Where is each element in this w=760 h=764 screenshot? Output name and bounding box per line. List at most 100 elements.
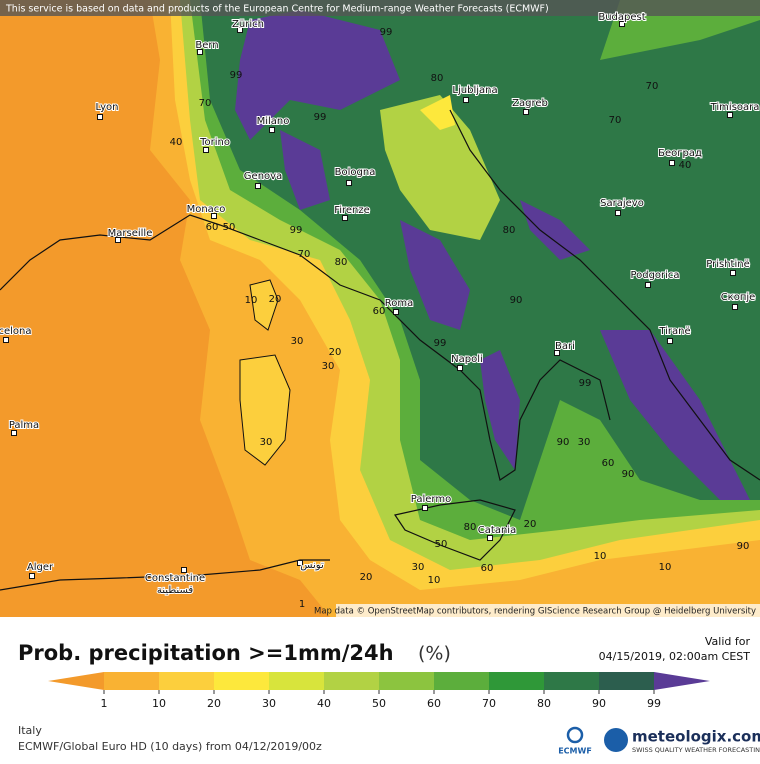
colorbar-high <box>654 672 710 690</box>
model-run: ECMWF/Global Euro HD (10 days) from 04/1… <box>18 740 322 753</box>
attribution-bg <box>336 604 760 617</box>
zone <box>280 130 330 210</box>
colorbar-tick-label: 80 <box>537 697 551 710</box>
contour-label: 99 <box>230 70 243 81</box>
legend-title: Prob. precipitation >=1mm/24h <box>18 641 394 665</box>
contour-label: 90 <box>622 469 635 480</box>
city-dot <box>615 210 621 216</box>
contour-label: 90 <box>737 541 750 552</box>
valid-time: 04/15/2019, 02:00am CEST <box>599 650 751 663</box>
colorbar-segment <box>104 672 160 690</box>
contour-label: 20 <box>360 572 373 583</box>
island-sicily <box>394 499 516 561</box>
city-dot <box>297 560 303 566</box>
brand-logo <box>604 728 628 752</box>
colorbar-tick-label: 1 <box>101 697 108 710</box>
city-label: Ljubljana <box>452 85 497 96</box>
contour-label: 70 <box>199 98 212 109</box>
city-dot <box>115 237 121 243</box>
city-dot <box>554 350 560 356</box>
zone <box>200 0 760 520</box>
city-label: Monaco <box>187 204 226 215</box>
contour-label: 99 <box>579 378 592 389</box>
contour-label: 60 <box>206 222 219 233</box>
city-label: Tiranë <box>658 326 690 337</box>
contour-label: 70 <box>609 115 622 126</box>
zone <box>480 350 520 470</box>
zone <box>600 330 750 500</box>
city-label: Prishtinë <box>706 259 749 270</box>
city-dot <box>3 337 9 343</box>
city-label: Palma <box>9 420 39 431</box>
city-dot <box>645 282 651 288</box>
city-label: Budapest <box>598 12 645 23</box>
colorbar-segment <box>269 672 325 690</box>
contour-label: 20 <box>329 347 342 358</box>
city-label: Marseille <box>108 228 153 239</box>
city-label: Zürich <box>232 19 264 30</box>
city-dot <box>29 573 35 579</box>
contour-label: 60 <box>373 306 386 317</box>
city-dot <box>342 215 348 221</box>
city-label: Catania <box>478 525 516 536</box>
contour-label: 10 <box>428 575 441 586</box>
legend-unit: (%) <box>418 643 451 665</box>
city-label: Lyon <box>95 102 118 113</box>
island-sardinia <box>239 354 291 466</box>
contour-label: 90 <box>557 437 570 448</box>
colorbar-tick-label: 20 <box>207 697 221 710</box>
colorbar-tick-label: 60 <box>427 697 441 710</box>
contour-label: 30 <box>578 437 591 448</box>
colorbar-tick-label: 70 <box>482 697 496 710</box>
city-dot <box>203 147 209 153</box>
city-dot <box>255 183 261 189</box>
contour-label: 50 <box>435 539 448 550</box>
valid-label: Valid for <box>705 635 751 648</box>
contour-label: 30 <box>291 336 304 347</box>
city-label: Palermo <box>411 494 451 505</box>
colorbar-segment <box>324 672 380 690</box>
city-dot <box>619 21 625 27</box>
contour-label: 50 <box>223 222 236 233</box>
city-dot <box>667 338 673 344</box>
contour-label: 20 <box>269 294 282 305</box>
contour-label: 10 <box>659 562 672 573</box>
colorbar-tick-label: 10 <box>152 697 166 710</box>
city-dot <box>11 430 17 436</box>
city-label: Timisoara <box>710 102 760 113</box>
city-dot <box>487 535 493 541</box>
city-label: Genova <box>244 171 282 182</box>
contour-label: 80 <box>464 522 477 533</box>
colorbar-segment <box>434 672 490 690</box>
notice-bar <box>0 0 760 16</box>
colorbar-segment <box>489 672 545 690</box>
city-dot <box>97 114 103 120</box>
city-label: Constantine <box>145 573 205 584</box>
zone <box>520 200 590 260</box>
city-dot <box>463 97 469 103</box>
colorbar-low <box>48 672 104 690</box>
contour-label: 40 <box>679 160 692 171</box>
city-dot <box>346 180 352 186</box>
contour-label: 30 <box>412 562 425 573</box>
colorbar-segment <box>599 672 655 690</box>
city-label: Podgorica <box>630 270 679 281</box>
zone <box>235 10 400 140</box>
contour-label: 70 <box>646 81 659 92</box>
contour-label: 80 <box>335 257 348 268</box>
ecmwf-label: ECMWF <box>558 747 592 756</box>
city-label: Bern <box>195 40 218 51</box>
zone <box>420 95 455 130</box>
city-dot <box>181 567 187 573</box>
city-label: قسنطينة <box>157 585 194 596</box>
city-label: celona <box>0 326 32 337</box>
contour-label: 90 <box>510 295 523 306</box>
city-label: Zagreb <box>512 98 548 109</box>
city-dot <box>727 112 733 118</box>
city-dot <box>730 270 736 276</box>
contour-label: 10 <box>594 551 607 562</box>
city-label: Alger <box>27 562 54 573</box>
colorbar-segment <box>214 672 270 690</box>
contour-label: 30 <box>260 437 273 448</box>
